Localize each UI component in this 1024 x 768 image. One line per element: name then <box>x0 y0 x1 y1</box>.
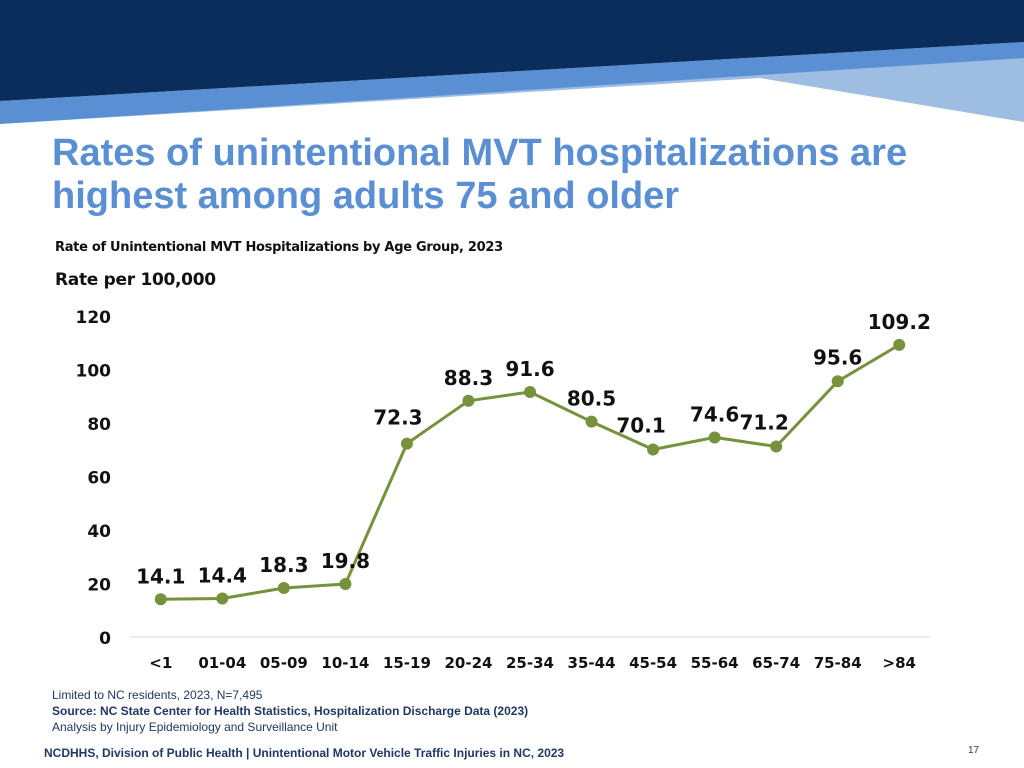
x-tick-label: 35-44 <box>568 654 616 672</box>
slide-title: Rates of unintentional MVT hospitalizati… <box>52 132 1002 218</box>
data-point <box>708 431 721 444</box>
data-label: 72.3 <box>373 406 422 430</box>
line-chart: 0 20 40 60 80 100 120 <1 01-04 05-09 10-14 15-19 20-… <box>76 308 931 672</box>
data-label: 95.6 <box>813 345 862 369</box>
data-label: 14.1 <box>136 564 185 588</box>
x-tick-label: 75-84 <box>814 654 862 672</box>
data-label: 80.5 <box>567 387 616 411</box>
x-tick-label: 01-04 <box>198 654 246 672</box>
data-point <box>524 385 536 398</box>
footer-text: NCDHHS, Division of Public Health | Unin… <box>44 746 565 760</box>
slide-title-line-2: highest among adults 75 and older <box>52 175 680 217</box>
data-point <box>277 582 290 595</box>
note-limited: Limited to NC residents, 2023, N=7,495 <box>52 688 263 702</box>
x-tick-label: 55-64 <box>691 654 739 672</box>
y-tick-label: 100 <box>76 362 112 382</box>
data-point <box>154 593 167 606</box>
note-analysis: Analysis by Injury Epidemiology and Surv… <box>52 720 338 734</box>
x-tick-label: >84 <box>883 654 916 672</box>
x-tick-label: <1 <box>149 654 172 672</box>
data-point <box>647 443 660 456</box>
data-label: 71.2 <box>739 411 788 435</box>
data-label: 18.3 <box>259 553 308 577</box>
data-label: 91.6 <box>505 357 554 381</box>
y-tick-label: 120 <box>76 308 112 328</box>
chart-title: Rate of Unintentional MVT Hospitalizatio… <box>55 240 503 255</box>
data-label: 109.2 <box>868 310 931 334</box>
y-tick-label: 0 <box>99 629 111 649</box>
data-label: 74.6 <box>690 402 739 426</box>
data-label: 19.8 <box>321 549 370 573</box>
y-tick-label: 40 <box>87 522 111 542</box>
data-point <box>831 375 844 388</box>
x-tick-label: 15-19 <box>383 654 431 672</box>
data-label: 88.3 <box>444 366 493 390</box>
data-point <box>770 440 783 453</box>
data-label: 70.1 <box>616 413 665 437</box>
data-point <box>585 415 598 428</box>
y-tick-label: 60 <box>87 469 111 489</box>
x-tick-label: 25-34 <box>506 654 554 672</box>
data-label: 14.4 <box>198 563 247 587</box>
header-banner <box>0 0 1024 124</box>
chart-y-axis-label: Rate per 100,000 <box>55 270 216 290</box>
data-point <box>462 394 475 407</box>
banner-dark-band <box>0 0 1024 101</box>
y-tick-label: 20 <box>87 576 111 596</box>
x-tick-label: 45-54 <box>629 654 677 672</box>
slide-title-line-1: Rates of unintentional MVT hospitalizati… <box>52 132 908 174</box>
banner-mid-stripe <box>0 42 1024 124</box>
page-number: 17 <box>968 745 980 756</box>
x-tick-label: 05-09 <box>260 654 308 672</box>
x-tick-label: 65-74 <box>752 654 800 672</box>
y-tick-label: 80 <box>87 415 111 435</box>
x-tick-label: 10-14 <box>321 654 369 672</box>
x-tick-label: 20-24 <box>444 654 492 672</box>
data-point <box>400 437 413 450</box>
data-point <box>339 578 352 591</box>
note-source: Source: NC State Center for Health Stati… <box>52 704 529 718</box>
data-point <box>893 338 906 351</box>
data-point <box>216 592 229 605</box>
